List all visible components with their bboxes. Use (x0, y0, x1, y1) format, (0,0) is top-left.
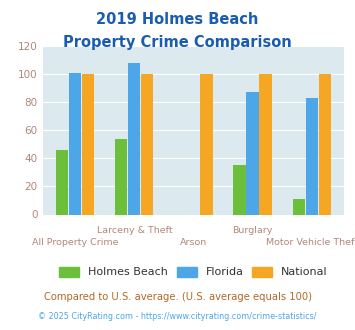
Bar (246, 92, 258, 214)
Bar (260, 74, 272, 215)
Bar (201, 74, 213, 215)
Bar (306, 98, 318, 214)
Text: Compared to U.S. average. (U.S. average equals 100): Compared to U.S. average. (U.S. average … (44, 292, 311, 302)
Bar (115, 139, 127, 214)
Bar (56, 150, 69, 214)
Text: Motor Vehicle Theft: Motor Vehicle Theft (266, 238, 355, 247)
Bar (129, 63, 141, 214)
Bar (293, 199, 305, 214)
Text: © 2025 CityRating.com - https://www.cityrating.com/crime-statistics/: © 2025 CityRating.com - https://www.city… (38, 312, 317, 321)
Text: Larceny & Theft: Larceny & Theft (97, 226, 172, 235)
Bar (141, 74, 153, 215)
Bar (82, 74, 94, 215)
Text: Property Crime Comparison: Property Crime Comparison (63, 35, 292, 50)
Bar (69, 73, 81, 215)
Text: Arson: Arson (180, 238, 207, 247)
Bar (234, 165, 246, 215)
Legend: Holmes Beach, Florida, National: Holmes Beach, Florida, National (55, 262, 332, 282)
Text: Burglary: Burglary (232, 226, 273, 235)
Bar (318, 74, 331, 215)
Text: All Property Crime: All Property Crime (32, 238, 119, 247)
Text: 2019 Holmes Beach: 2019 Holmes Beach (96, 12, 259, 26)
